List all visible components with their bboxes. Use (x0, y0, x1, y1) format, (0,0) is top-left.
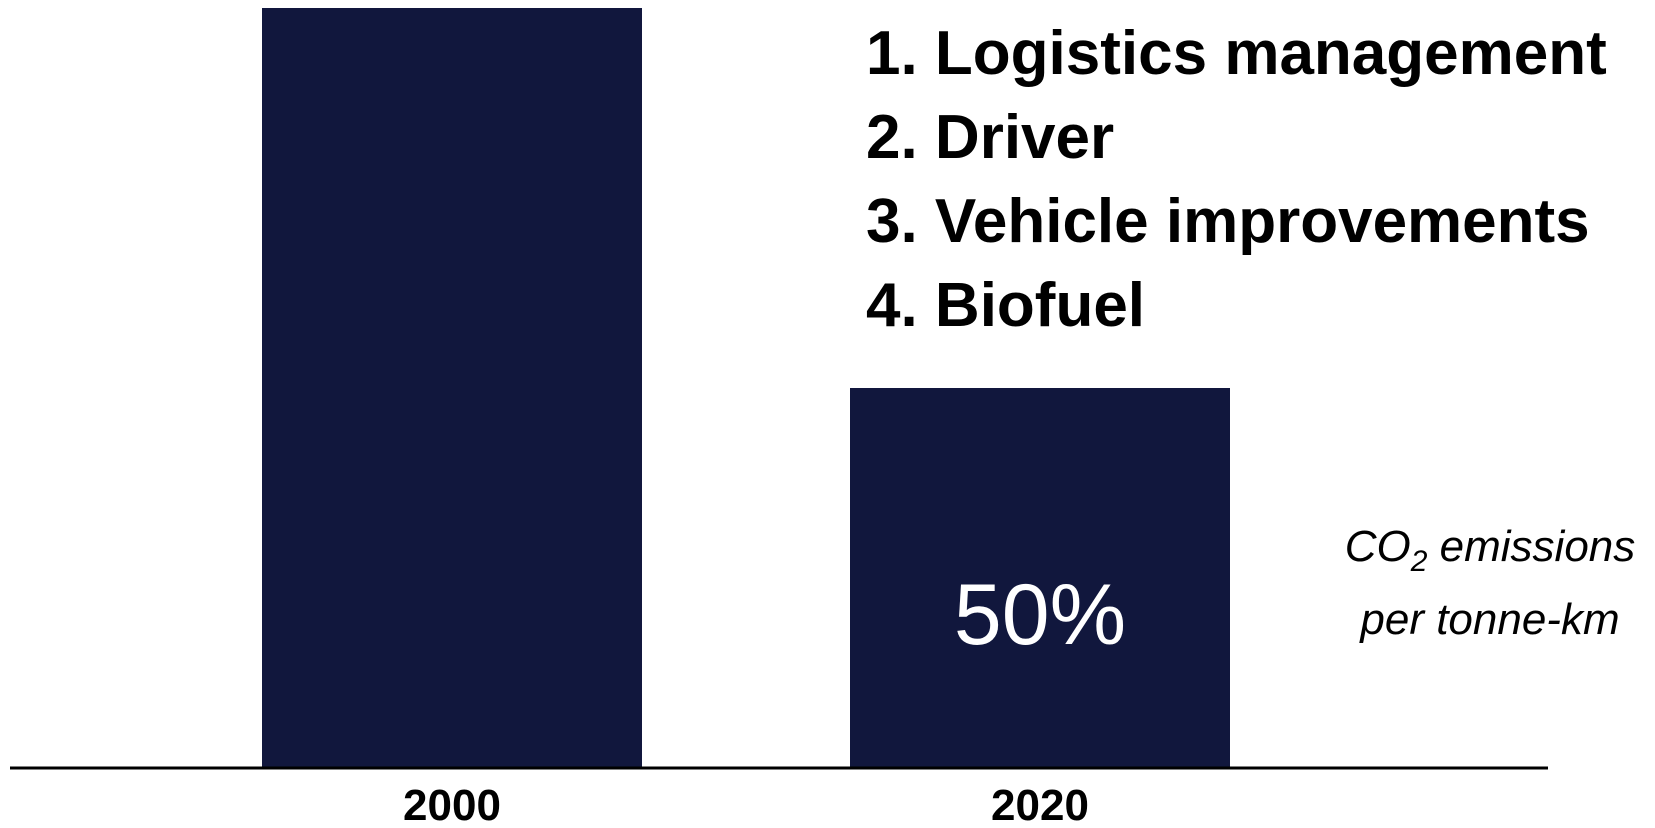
unit-label: CO2 emissions per tonne-km (1290, 518, 1655, 649)
bar-2020 (850, 388, 1230, 768)
x-tick-label: 2020 (991, 781, 1089, 828)
unit-co: CO (1344, 522, 1411, 571)
data-label-2020: 50% (954, 567, 1126, 663)
bar-2000 (262, 8, 642, 768)
measure-item: 1. Logistics management (866, 19, 1607, 88)
measure-item: 3. Vehicle improvements (866, 187, 1590, 256)
unit-emissions: emissions (1427, 522, 1636, 571)
unit-label-line1: CO2 emissions (1290, 518, 1655, 591)
unit-subscript: 2 (1410, 544, 1428, 578)
measure-item: 4. Biofuel (866, 271, 1146, 340)
unit-label-line2: per tonne-km (1360, 594, 1620, 644)
x-tick-label: 2000 (403, 781, 501, 828)
measure-item: 2. Driver (866, 103, 1115, 172)
measures-list: 1. Logistics management 2. Driver 3. Veh… (866, 12, 1607, 348)
